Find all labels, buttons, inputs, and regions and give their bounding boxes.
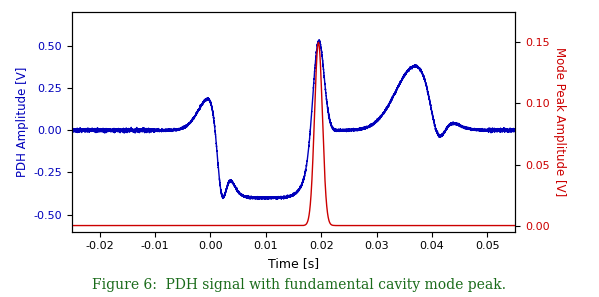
Y-axis label: Mode Peak Amplitude [V]: Mode Peak Amplitude [V] xyxy=(553,47,566,196)
Text: Figure 6:  PDH signal with fundamental cavity mode peak.: Figure 6: PDH signal with fundamental ca… xyxy=(92,278,507,292)
X-axis label: Time [s]: Time [s] xyxy=(268,257,319,270)
Y-axis label: PDH Amplitude [V]: PDH Amplitude [V] xyxy=(16,67,29,177)
